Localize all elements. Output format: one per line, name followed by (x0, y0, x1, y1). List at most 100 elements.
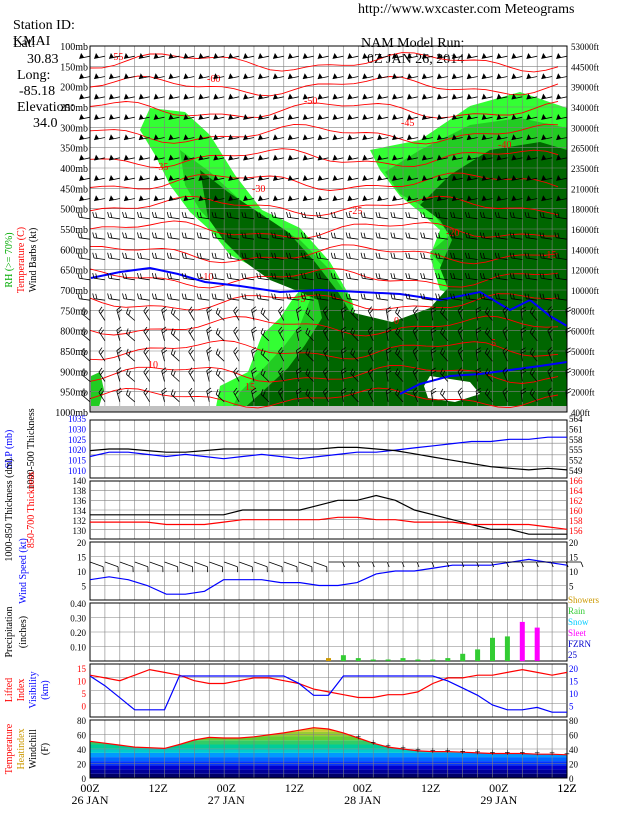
barb-staff (526, 257, 538, 260)
barb-staff (278, 391, 285, 402)
barb-pennant (496, 174, 502, 181)
wind-barb (475, 367, 482, 382)
barb-staff (496, 237, 508, 240)
barb-flag (435, 272, 438, 279)
barb-pennant (347, 93, 353, 100)
barb-staff (108, 277, 120, 281)
barb-pennant (79, 174, 85, 181)
barb-flag (395, 368, 399, 374)
wind-tick-left: 5 (82, 582, 87, 592)
barb-pennant (437, 134, 442, 140)
wind-barb (161, 387, 167, 402)
wind-barb (392, 52, 404, 59)
barb-flag (206, 387, 212, 392)
barb-staff (340, 350, 344, 362)
barb-flag (345, 232, 348, 238)
wind-barb (305, 348, 314, 362)
barb-staff (526, 96, 538, 100)
barb-pennant (213, 73, 219, 79)
barb-flag (345, 211, 348, 218)
barb-flag (369, 370, 374, 375)
barb-flag (535, 561, 539, 568)
barb-staff (520, 350, 523, 362)
barb-staff (556, 298, 568, 301)
wind-barb (405, 232, 418, 240)
barb-pennant (287, 93, 293, 100)
barb-staff (161, 350, 165, 362)
wind-barb (296, 347, 302, 362)
temp-tick-left: 80 (77, 716, 87, 726)
wind-barb (286, 252, 299, 260)
barb-pennant (407, 174, 413, 181)
barb-flag (363, 253, 366, 259)
thickness-tick-label: 552 (569, 456, 583, 466)
barb-flag (397, 309, 401, 315)
barb-staff (260, 373, 270, 382)
wind-barb (241, 272, 255, 281)
barb-staff (466, 55, 478, 59)
barb-flag (301, 211, 304, 218)
barb-flag (323, 367, 328, 373)
barb-flag (509, 272, 512, 279)
barb-staff (126, 333, 135, 342)
barb-staff (116, 330, 121, 341)
wind-barb (405, 252, 418, 260)
wind-barb (345, 232, 359, 240)
wind-barb (315, 211, 329, 220)
barb-staff (108, 96, 120, 100)
barb-staff (198, 257, 210, 260)
barb-staff (502, 310, 508, 321)
barb-flag (206, 306, 212, 311)
wind-barb (92, 272, 105, 281)
barb-flag (397, 329, 401, 336)
precip-bar (385, 659, 391, 661)
barb-staff (268, 561, 283, 568)
barb-flag (475, 367, 481, 371)
barb-flag (363, 232, 366, 239)
wind-barb (256, 232, 269, 240)
barb-staff (421, 216, 433, 220)
wind-barb (347, 154, 359, 161)
barb-flag (189, 309, 194, 314)
barb-pennant (526, 113, 532, 120)
surface-wind-barb (119, 561, 134, 573)
barb-flag (151, 272, 154, 279)
barb-flag (326, 566, 328, 573)
barb-staff (272, 96, 284, 100)
wind-barb (375, 293, 389, 301)
barb-flag (430, 367, 436, 371)
barb-flag (348, 212, 351, 218)
wind-barb (196, 211, 210, 220)
barb-staff (457, 391, 464, 402)
wind-barb (272, 174, 284, 181)
barb-pennant (317, 134, 323, 140)
barb-flag (184, 212, 187, 218)
barb-pennant (228, 113, 234, 120)
barb-staff (496, 177, 508, 181)
barb-flag (348, 273, 351, 279)
wind-barb (166, 232, 180, 240)
wind-barb (556, 174, 568, 181)
barb-pennant (377, 93, 383, 100)
barb-flag (414, 309, 419, 314)
wind-barb (457, 326, 464, 341)
barb-flag (107, 272, 110, 279)
barb-pennant (213, 93, 219, 100)
wind-barb (362, 93, 374, 100)
slp-panel-frame (89, 419, 568, 479)
barb-flag (296, 566, 298, 573)
barb-staff (213, 177, 225, 181)
barb-pennant (198, 113, 204, 120)
isotherm-line (89, 267, 559, 289)
slp-tick-label: 1025 (68, 435, 87, 445)
wind-barb (502, 347, 509, 362)
barb-staff (541, 76, 553, 80)
surface-wind-barb (224, 561, 238, 573)
barb-staff (170, 333, 180, 342)
barb-staff (406, 237, 418, 240)
barb-flag (192, 566, 194, 573)
barb-staff (123, 116, 135, 120)
wind-barb (233, 326, 240, 341)
wind-barb (138, 154, 150, 161)
wind-barb (287, 73, 299, 80)
